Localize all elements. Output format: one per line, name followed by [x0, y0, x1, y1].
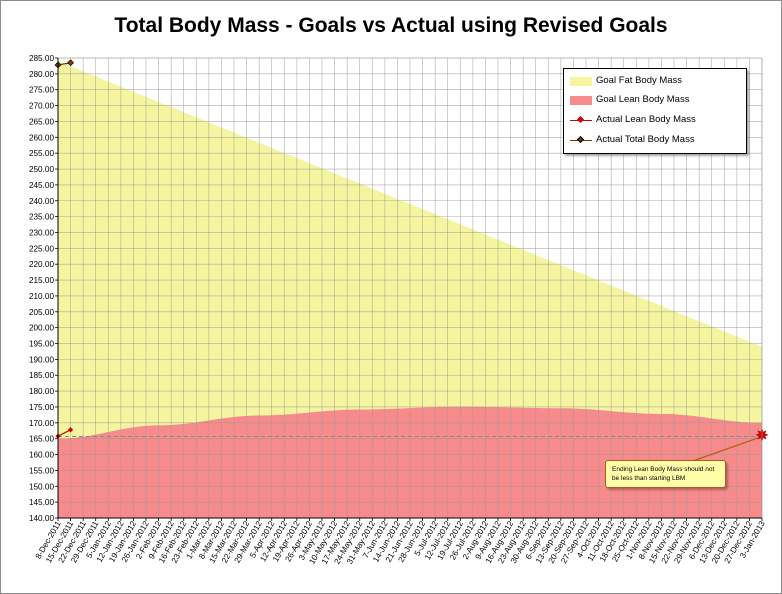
callout-pointer-layer: [689, 437, 759, 463]
y-tick-label: 245.00: [29, 181, 54, 190]
y-tick-label: 225.00: [29, 244, 54, 253]
y-tick-label: 260.00: [29, 133, 54, 142]
legend-entry-actual-total: Actual Total Body Mass: [570, 132, 742, 148]
legend-label-goal-lean: Goal Lean Body Mass: [596, 94, 690, 105]
legend-label-actual-lean: Actual Lean Body Mass: [596, 114, 696, 125]
y-tick-label: 165.00: [29, 435, 54, 444]
y-tick-label: 170.00: [29, 419, 54, 428]
y-tick-label: 145.00: [29, 498, 54, 507]
actual-lean-line: [57, 429, 71, 437]
legend-entry-goal-fat: Goal Fat Body Mass: [570, 73, 742, 89]
y-tick-label: 160.00: [29, 451, 54, 460]
y-tick-label: 265.00: [29, 117, 54, 126]
actual-total-point: [67, 59, 74, 67]
legend-label-goal-fat: Goal Fat Body Mass: [596, 75, 683, 86]
y-tick-label: 250.00: [29, 165, 54, 174]
legend-marker-actual-lean: [576, 115, 585, 124]
y-tick-label: 155.00: [29, 466, 54, 475]
chart-title: Total Body Mass - Goals vs Actual using …: [114, 14, 668, 37]
y-tick-label: 215.00: [29, 276, 54, 285]
legend-entry-goal-lean: Goal Lean Body Mass: [570, 92, 742, 108]
legend-swatch-goal-fat: [570, 77, 592, 86]
actual-lean-point: [67, 427, 74, 433]
y-tick-label: 280.00: [29, 70, 54, 79]
y-tick-label: 190.00: [29, 355, 54, 364]
y-tick-label: 235.00: [29, 213, 54, 222]
y-tick-label: 210.00: [29, 292, 54, 301]
y-tick-label: 185.00: [29, 371, 54, 380]
y-tick-label-layer: 140.00 145.00 150.00 155.00 160.00 165.00 170.…: [29, 54, 58, 523]
y-tick-label: 175.00: [29, 403, 54, 412]
y-tick-label: 255.00: [29, 149, 54, 158]
x-tick-label-layer: 8-Dec-201115-Dec-201122-Dec-201129-Dec-2…: [34, 518, 767, 566]
y-tick-label: 230.00: [29, 228, 54, 237]
legend-swatch-goal-lean: [570, 96, 592, 105]
y-tick-label: 205.00: [29, 308, 54, 317]
legend-label-actual-total: Actual Total Body Mass: [596, 134, 695, 145]
y-tick-label: 195.00: [29, 340, 54, 349]
legend-entry-actual-lean: Actual Lean Body Mass: [570, 112, 742, 128]
y-tick-label: 200.00: [29, 324, 54, 333]
y-tick-label: 275.00: [29, 86, 54, 95]
y-tick-label: 180.00: [29, 387, 54, 396]
y-tick-label: 150.00: [29, 482, 54, 491]
y-tick-label: 140.00: [29, 514, 54, 523]
legend-marker-actual-total: [576, 135, 585, 144]
y-tick-label: 240.00: [29, 197, 54, 206]
legend: Goal Fat Body Mass Goal Lean Body Mass A…: [563, 68, 747, 154]
y-tick-label: 220.00: [29, 260, 54, 269]
callout-pointer: [689, 437, 759, 463]
y-tick-label: 285.00: [29, 54, 54, 63]
annotation-callout: Ending Lean Body Mass should not be less…: [605, 460, 726, 488]
y-tick-label: 270.00: [29, 102, 54, 111]
